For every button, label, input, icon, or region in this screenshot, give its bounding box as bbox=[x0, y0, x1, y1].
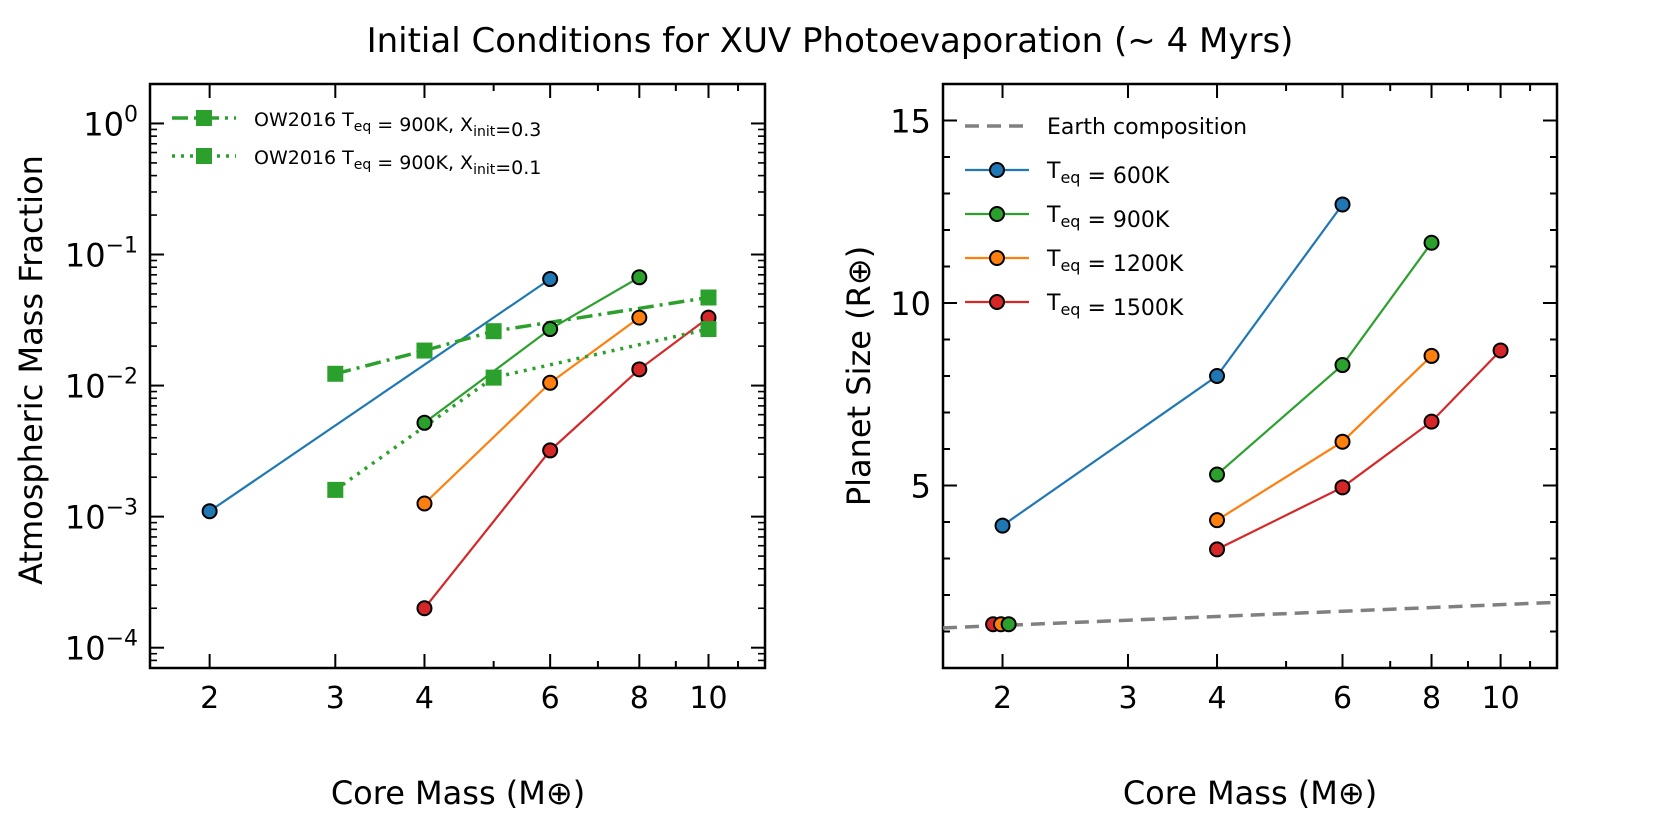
left-series-line-t1500 bbox=[423, 316, 710, 609]
left-point-ow_x01 bbox=[327, 481, 344, 498]
left-y-tick-label: 10−4 bbox=[65, 627, 138, 668]
right-point-t600 bbox=[994, 517, 1011, 534]
left-y-tick-label: 10−1 bbox=[65, 234, 138, 275]
left-point-ow_x03 bbox=[485, 323, 502, 340]
right-series-line-t1500 bbox=[1216, 349, 1502, 551]
left-series-line-t600 bbox=[208, 278, 551, 513]
right-point-t900 bbox=[1209, 466, 1226, 483]
right-x-axis-label: Core Mass (M⊕) bbox=[1123, 774, 1377, 812]
left-x-tick-label: 8 bbox=[630, 681, 649, 716]
right-data-layer bbox=[943, 196, 1557, 633]
right-legend-marker-t600 bbox=[989, 162, 1005, 178]
right-point-t1200 bbox=[1209, 512, 1226, 529]
left-point-ow_x01 bbox=[700, 321, 717, 338]
figure-title: Initial Conditions for XUV Photoevaporat… bbox=[367, 21, 1294, 61]
left-x-tick-label: 10 bbox=[689, 681, 727, 716]
right-point-t900 bbox=[1423, 234, 1440, 251]
left-x-tick-label: 2 bbox=[200, 681, 219, 716]
left-point-t1200 bbox=[542, 374, 559, 391]
left-point-t900 bbox=[542, 321, 559, 338]
right-x-tick-label: 8 bbox=[1422, 681, 1441, 716]
right-series-line-t900 bbox=[1216, 242, 1433, 476]
left-x-tick-label: 3 bbox=[326, 681, 345, 716]
left-x-axis-label: Core Mass (M⊕) bbox=[331, 774, 585, 812]
left-plot-frame bbox=[148, 82, 767, 670]
left-x-tick-label: 6 bbox=[541, 681, 560, 716]
left-y-tick-label: 10−3 bbox=[65, 496, 138, 537]
left-y-tick-label: 100 bbox=[83, 102, 138, 143]
right-x-tick-label: 3 bbox=[1118, 681, 1137, 716]
left-legend-label-ow_x01: OW2016 Teq = 900K, Xinit=0.1 bbox=[254, 147, 541, 179]
left-legend-marker-ow_x03 bbox=[196, 110, 212, 126]
left-point-ow_x03 bbox=[416, 342, 433, 359]
left-series-line-t1200 bbox=[423, 316, 640, 505]
left-y-axis-label: Atmospheric Mass Fraction bbox=[12, 155, 50, 585]
right-legend-marker-t1500 bbox=[989, 294, 1005, 310]
right-point-t1500 bbox=[1423, 413, 1440, 430]
left-point-ow_x03 bbox=[700, 289, 717, 306]
right-y-tick-label: 15 bbox=[890, 103, 931, 141]
right-point-t600 bbox=[1334, 196, 1351, 213]
left-point-t1500 bbox=[542, 442, 559, 459]
left-point-t600 bbox=[201, 503, 218, 520]
right-point-t1500 bbox=[1492, 342, 1509, 359]
left-point-t1200 bbox=[631, 309, 648, 326]
right-point-t1200 bbox=[1334, 433, 1351, 450]
left-x-tick-label: 4 bbox=[415, 681, 434, 716]
right-legend-label-t1500: Teq = 1500K bbox=[1046, 291, 1184, 321]
right-x-tick-label: 2 bbox=[993, 681, 1012, 716]
panel-planet-size: 2 3 4 6 8 10 5 10 15 Earth composition Teq = 600K T… bbox=[890, 82, 1559, 716]
right-legend-label-t900: Teq = 900K bbox=[1046, 203, 1170, 233]
right-y-axis-label: Planet Size (R⊕) bbox=[840, 246, 878, 506]
right-legend-label-earth: Earth composition bbox=[1047, 115, 1247, 140]
panel-atmospheric-mass-fraction: 2 3 4 6 8 10 10−4 10−3 10−2 10−1 100 OW2016 Teq = 9… bbox=[65, 82, 767, 716]
left-series-line-ow_x01 bbox=[334, 327, 709, 492]
left-point-t900 bbox=[416, 414, 433, 431]
right-legend-marker-t1200 bbox=[989, 250, 1005, 266]
right-series-line-earth bbox=[943, 600, 1557, 630]
left-point-ow_x01 bbox=[485, 369, 502, 386]
left-point-t900 bbox=[631, 269, 648, 286]
right-y-tick-label: 5 bbox=[911, 468, 931, 506]
right-legend-label-t600: Teq = 600K bbox=[1046, 159, 1170, 189]
right-point-t1200 bbox=[1423, 347, 1440, 364]
right-x-tick-label: 4 bbox=[1207, 681, 1226, 716]
left-point-t1500 bbox=[631, 361, 648, 378]
left-point-t1500 bbox=[416, 600, 433, 617]
left-point-t600 bbox=[542, 271, 559, 288]
right-plot-frame bbox=[941, 82, 1559, 670]
right-point-t900 bbox=[1334, 357, 1351, 374]
right-x-tick-label: 10 bbox=[1481, 681, 1519, 716]
right-point-t600 bbox=[1209, 368, 1226, 384]
right-legend-marker-t900 bbox=[989, 206, 1005, 222]
left-series-line-ow_x03 bbox=[334, 295, 709, 376]
right-point-t1500 bbox=[1209, 541, 1226, 558]
left-point-t1200 bbox=[416, 495, 433, 512]
left-y-tick-label: 10−2 bbox=[65, 365, 138, 406]
right-y-tick-label: 10 bbox=[890, 285, 931, 323]
left-point-ow_x03 bbox=[327, 365, 344, 382]
left-data-layer bbox=[201, 269, 717, 617]
right-point-bare bbox=[1000, 616, 1017, 633]
left-legend-label-ow_x03: OW2016 Teq = 900K, Xinit=0.3 bbox=[254, 109, 541, 141]
right-legend-label-t1200: Teq = 1200K bbox=[1046, 247, 1184, 277]
right-point-t1500 bbox=[1334, 479, 1351, 496]
left-legend-marker-ow_x01 bbox=[196, 148, 212, 164]
right-x-tick-label: 6 bbox=[1333, 681, 1352, 716]
